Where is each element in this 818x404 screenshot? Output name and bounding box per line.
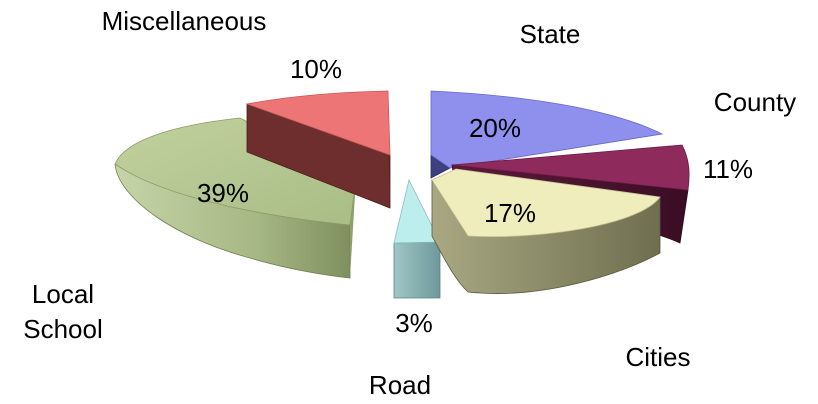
data-label-cities: 17%: [484, 198, 536, 228]
category-label-cities: Cities: [625, 342, 690, 372]
category-label-county: County: [714, 87, 796, 117]
data-label-local-school: 39%: [197, 178, 249, 208]
pie-slice-cities: [431, 168, 661, 294]
category-label-miscellaneous: Miscellaneous: [102, 6, 267, 36]
pie-slice-miscellaneous: [245, 90, 391, 209]
data-label-state: 20%: [469, 113, 521, 143]
category-label-local-school-line1: Local: [32, 279, 94, 309]
pie-slice-local-school: [114, 117, 357, 279]
category-label-local-school-line2: School: [23, 314, 103, 344]
pie-slice-road: [393, 178, 441, 299]
category-label-state: State: [520, 19, 581, 49]
data-label-road: 3%: [395, 308, 433, 338]
data-label-miscellaneous: 10%: [290, 54, 342, 84]
data-label-county: 11%: [703, 154, 753, 184]
category-label-road: Road: [369, 370, 431, 400]
pie-slice-state: [430, 90, 664, 179]
